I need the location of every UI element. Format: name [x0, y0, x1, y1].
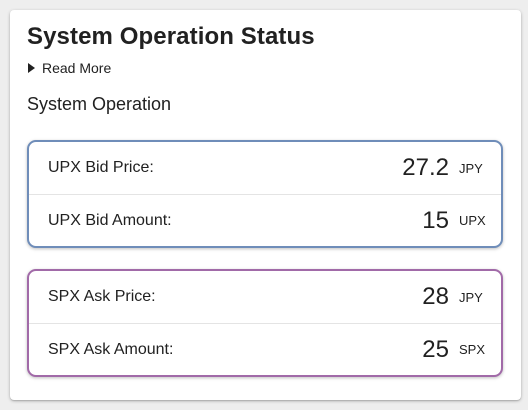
disclosure-triangle-icon	[28, 63, 35, 73]
spx-ask-amount-value: 25	[422, 335, 449, 363]
spx-ask-price-label: SPX Ask Price:	[48, 288, 156, 305]
upx-bid-price-value: 27.2	[402, 154, 449, 181]
read-more-label: Read More	[42, 60, 112, 76]
upx-bid-price-row: UPX Bid Price: 27.2 JPY	[29, 142, 501, 194]
upx-bid-group: UPX Bid Price: 27.2 JPY UPX Bid Amount: …	[27, 140, 503, 248]
spx-ask-amount-label: SPX Ask Amount:	[48, 340, 174, 358]
spx-ask-price-row: SPX Ask Price: 28 JPY	[29, 271, 501, 323]
card-title: System Operation Status	[27, 23, 315, 50]
spx-ask-price-unit: JPY	[459, 289, 483, 305]
upx-bid-price-unit: JPY	[459, 160, 483, 176]
upx-bid-amount-label: UPX Bid Amount:	[48, 211, 172, 229]
upx-bid-amount-value: 15	[422, 206, 449, 234]
spx-ask-price-value: 28	[422, 283, 449, 310]
read-more-toggle[interactable]: Read More	[28, 60, 111, 76]
section-subtitle: System Operation	[27, 94, 172, 114]
upx-bid-price-label: UPX Bid Price:	[48, 159, 154, 176]
spx-ask-amount-row: SPX Ask Amount: 25 SPX	[29, 323, 501, 375]
upx-bid-amount-row: UPX Bid Amount: 15 UPX	[29, 194, 501, 246]
system-status-card: System Operation Status Read More System…	[10, 10, 521, 400]
spx-ask-amount-unit: SPX	[459, 342, 486, 357]
spx-ask-group: SPX Ask Price: 28 JPY SPX Ask Amount: 25…	[27, 269, 503, 377]
upx-bid-amount-unit: UPX	[459, 213, 486, 228]
